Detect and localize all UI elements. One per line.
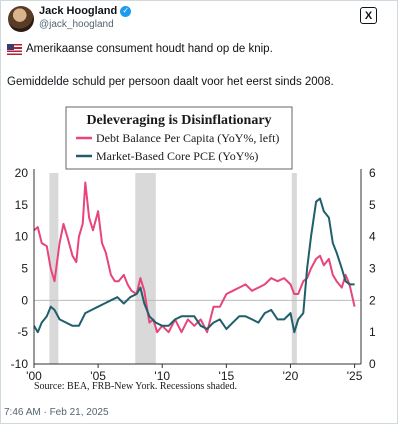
chart-source: Source: BEA, FRB-New York. Recessions sh…: [34, 381, 237, 392]
x-tick-label: '20: [283, 369, 299, 383]
y-left-tick-label: 10: [15, 230, 29, 244]
chart-title: Deleveraging is Disinflationary: [86, 113, 271, 128]
y-left-tick-label: 5: [21, 262, 28, 276]
legend-label-debt: Debt Balance Per Capita (YoY%, left): [96, 131, 279, 145]
y-right-tick-label: 0: [369, 357, 376, 371]
author-row: Jack Hoogland ✓: [39, 5, 132, 17]
legend-label-pce: Market-Based Core PCE (YoY%): [96, 149, 258, 163]
chart-title-box: [65, 106, 293, 170]
y-left-tick-label: 0: [21, 293, 28, 307]
y-left-tick-label: -5: [17, 325, 28, 339]
tweet-timestamp[interactable]: 7:46 AM · Feb 21, 2025: [4, 407, 109, 418]
author-name[interactable]: Jack Hoogland: [39, 5, 118, 17]
x-logo-icon[interactable]: X: [360, 7, 377, 24]
verified-badge-icon: ✓: [120, 5, 132, 17]
x-tick-label: '15: [219, 369, 235, 383]
avatar[interactable]: [8, 6, 34, 32]
x-tick-label: '25: [347, 369, 363, 383]
x-tick-label: '00: [26, 369, 42, 383]
x-tick-label: '10: [154, 369, 170, 383]
series-line-1: [33, 197, 355, 334]
author-handle[interactable]: @jack_hoogland: [39, 19, 114, 30]
recession-band-2: [291, 173, 297, 364]
y-right-tick-label: 6: [369, 166, 376, 180]
y-left-tick-label: 20: [15, 166, 29, 180]
x-tick-label: '05: [90, 369, 106, 383]
y-left-tick-label: -10: [11, 357, 29, 371]
recession-band-0: [49, 173, 59, 364]
tweet-text-line2: Gemiddelde schuld per persoon daalt voor…: [7, 76, 334, 88]
y-left-tick-label: 15: [15, 198, 29, 212]
y-right-tick-label: 5: [369, 198, 376, 212]
tweet-text-line1: Amerikaanse consument houdt hand op de k…: [7, 43, 273, 55]
chart-image[interactable]: Deleveraging is Disinflationary Debt Bal…: [4, 103, 392, 399]
us-flag-icon: [7, 43, 22, 55]
y-right-tick-label: 4: [369, 230, 376, 244]
y-right-tick-label: 2: [369, 293, 376, 307]
y-right-tick-label: 3: [369, 262, 376, 276]
tweet-text-line1-content: Amerikaanse consument houdt hand op de k…: [26, 43, 273, 55]
y-right-tick-label: 1: [369, 325, 376, 339]
recession-band-1: [135, 173, 156, 364]
